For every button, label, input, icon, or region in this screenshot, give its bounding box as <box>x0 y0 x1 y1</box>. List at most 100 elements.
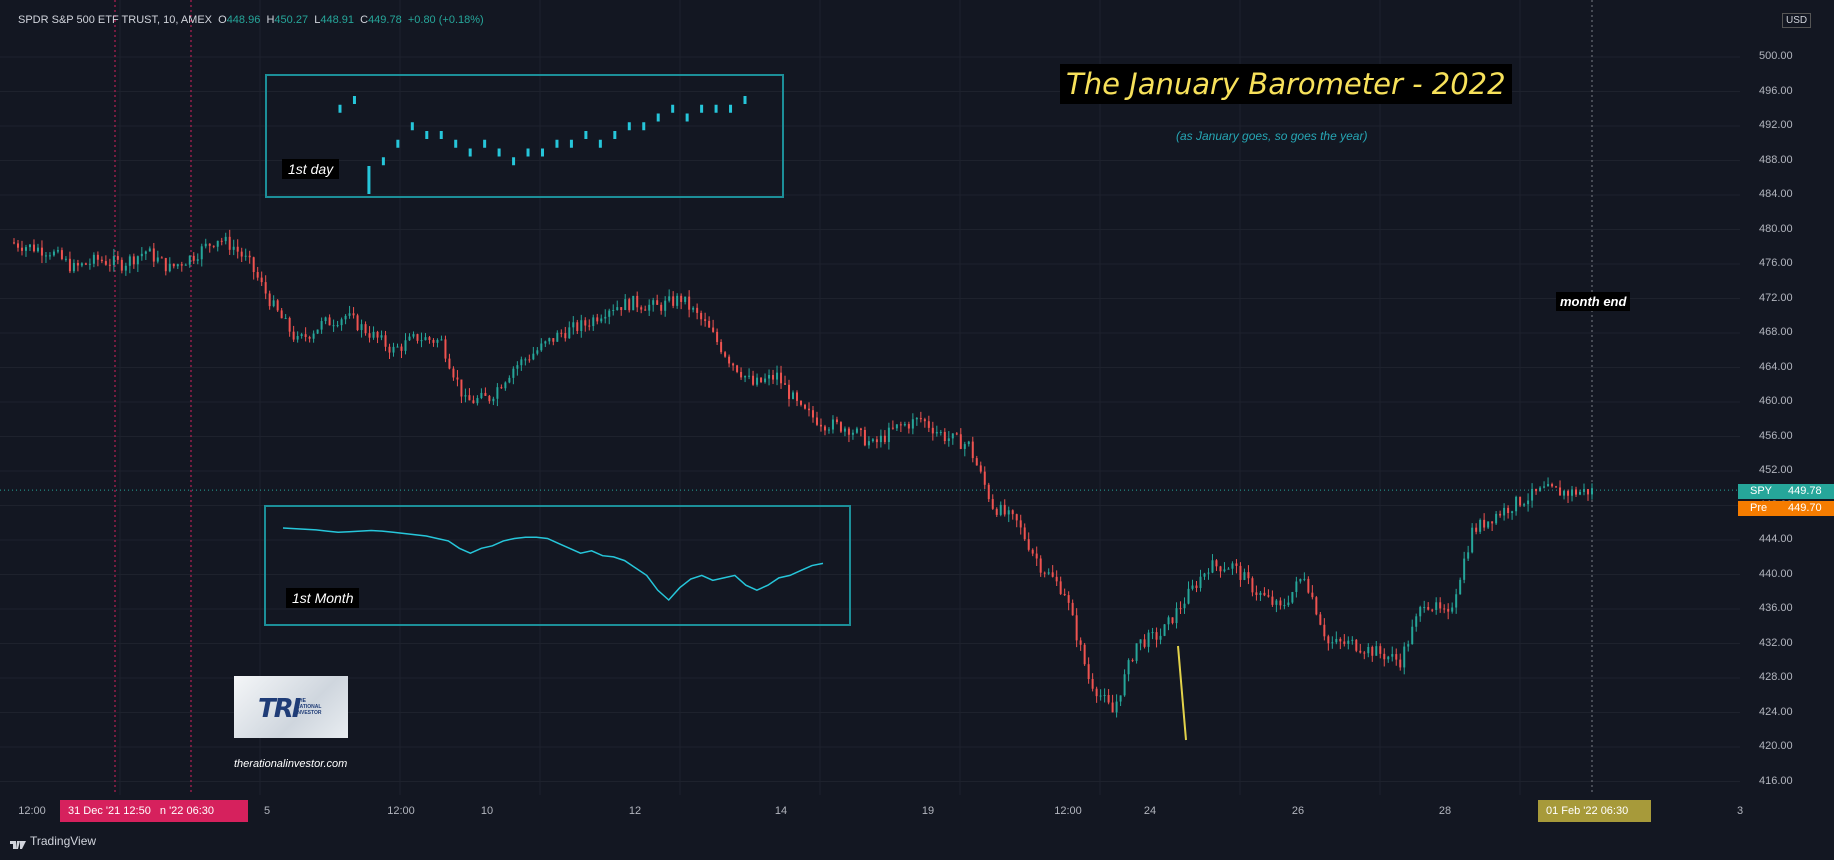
candle-body <box>500 387 503 389</box>
inset-day-bar <box>381 157 385 166</box>
candle-body <box>1143 639 1146 647</box>
candle-body <box>1531 488 1534 501</box>
candle-body <box>76 263 79 266</box>
candle-body <box>1527 500 1530 505</box>
candle-body <box>588 325 591 327</box>
candle-body <box>1255 592 1258 596</box>
tradingview-logo-icon <box>10 838 26 849</box>
candle-body <box>859 428 862 430</box>
candle-body <box>788 384 791 399</box>
price-tick-label: 452.00 <box>1759 464 1793 476</box>
candle-body <box>1343 641 1346 644</box>
price-tick-label: 484.00 <box>1759 188 1793 200</box>
price-tick-label: 416.00 <box>1759 774 1793 787</box>
candle-body <box>436 339 439 343</box>
candle-body <box>364 324 367 334</box>
low-value: 448.91 <box>320 14 354 26</box>
candle-body <box>875 439 878 443</box>
candle-body <box>232 246 235 250</box>
inset-first-day-box <box>265 74 784 198</box>
candle-body <box>1491 521 1494 524</box>
candle-body <box>388 346 391 353</box>
candle-body <box>420 340 423 342</box>
candle-body <box>596 317 599 322</box>
candle-body <box>476 398 479 404</box>
candle-body <box>1247 572 1250 579</box>
inset-day-bar <box>352 96 356 104</box>
candle-body <box>136 256 139 265</box>
candle-body <box>1459 579 1462 595</box>
candle-body <box>780 372 783 384</box>
candle-body <box>1383 653 1386 660</box>
candle-body <box>504 382 507 389</box>
candle-body <box>576 322 579 331</box>
candle-body <box>1575 489 1578 495</box>
candle-body <box>991 499 994 509</box>
price-tick-label: 444.00 <box>1759 533 1793 545</box>
candle-body <box>1415 616 1418 627</box>
candle-body <box>1067 595 1070 603</box>
candle-body <box>656 300 659 305</box>
candle-body <box>1327 636 1330 644</box>
candle-body <box>1259 592 1262 596</box>
candle-body <box>796 392 799 401</box>
candle-body <box>784 383 787 385</box>
insets <box>282 96 824 602</box>
candle-body <box>1487 521 1490 528</box>
candle-body <box>200 246 203 260</box>
candle-body <box>184 264 187 266</box>
candle-body <box>1219 566 1222 572</box>
candle-body <box>72 263 75 272</box>
candle-body <box>616 307 619 310</box>
inset-day-bar <box>367 166 371 194</box>
candle-body <box>1391 654 1394 657</box>
price-tick-label: 476.00 <box>1759 257 1793 269</box>
candle-body <box>1375 646 1378 656</box>
footer-brand[interactable]: TradingView <box>10 834 97 849</box>
time-axis[interactable]: 31 Dec '21 12:50 n '22 06:30 01 Feb '22 … <box>0 800 1834 822</box>
brand-name: TradingView <box>30 834 97 848</box>
inset-day-bar <box>454 139 458 148</box>
candle-body <box>776 372 779 380</box>
candle-body <box>236 246 239 252</box>
candle-body <box>871 439 874 442</box>
inset-day-bar <box>642 122 646 131</box>
candle-body <box>1191 585 1194 589</box>
candle-body <box>544 341 547 344</box>
candle-body <box>1447 608 1450 612</box>
candle-body <box>995 508 998 515</box>
price-axis[interactable]: 500.00 496.00 492.00 488.00 484.00 480.00 476.… <box>1747 0 1834 795</box>
inset-day-bar <box>410 122 414 131</box>
candle-body <box>312 333 315 339</box>
candle-body <box>1183 603 1186 609</box>
candle-body <box>951 433 954 439</box>
candle-body <box>20 247 23 251</box>
candle-body <box>572 322 575 328</box>
currency-button[interactable]: USD <box>1782 13 1812 28</box>
price-tick-label: 456.00 <box>1759 429 1793 442</box>
candle-body <box>1055 576 1058 582</box>
candle-body <box>56 250 59 252</box>
candle-body <box>260 277 263 283</box>
candle-body <box>903 424 906 426</box>
price-tick-label: 428.00 <box>1759 671 1793 683</box>
candle-body <box>672 296 675 306</box>
candle-body <box>1279 600 1282 606</box>
candle-body <box>1315 597 1318 615</box>
candle-body <box>1163 624 1166 636</box>
candle-body <box>1007 510 1010 515</box>
candle-body <box>632 295 635 311</box>
candle-body <box>1583 489 1586 492</box>
logo-text: THE RATIONAL INVESTOR <box>296 698 321 716</box>
candle-body <box>1091 679 1094 689</box>
candle-body <box>1467 552 1470 559</box>
candle-body <box>1555 486 1558 488</box>
candle-body <box>983 471 986 485</box>
candle-body <box>300 334 303 336</box>
candle-body <box>815 417 818 425</box>
candle-body <box>947 438 950 442</box>
open-label: O <box>218 14 227 26</box>
candle-body <box>276 300 279 311</box>
candle-body <box>728 356 731 364</box>
